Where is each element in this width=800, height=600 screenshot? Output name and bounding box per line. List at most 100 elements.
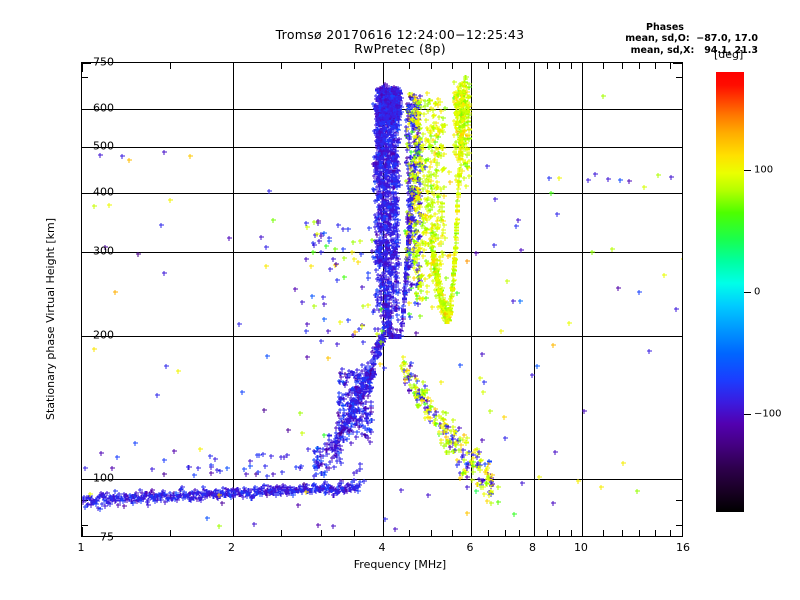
- tick-mark: [547, 63, 548, 69]
- tick-mark: [82, 109, 91, 110]
- tick-mark: [582, 527, 583, 536]
- colorbar-tick: [744, 170, 751, 171]
- tick-mark: [559, 63, 560, 69]
- tick-mark: [534, 63, 535, 72]
- colorbar: 100 0 −100: [716, 72, 781, 512]
- tick-mark: [670, 530, 671, 536]
- tick-mark: [409, 63, 410, 69]
- tick-mark: [655, 530, 656, 536]
- tick-mark: [547, 530, 548, 536]
- gridline-vertical: [471, 63, 472, 536]
- tick-mark: [622, 63, 623, 69]
- tick-mark: [82, 479, 91, 480]
- tick-mark: [82, 77, 88, 78]
- tick-mark: [670, 63, 671, 69]
- tick-mark: [471, 63, 472, 72]
- tick-mark: [281, 63, 282, 69]
- plot-subtitle: RwPretec (8p): [354, 41, 446, 56]
- tick-mark: [676, 500, 682, 501]
- x-tick-label: 8: [529, 541, 536, 554]
- y-tick-label: 600: [93, 101, 114, 115]
- gridline-vertical: [233, 63, 234, 536]
- tick-mark: [82, 147, 91, 148]
- tick-mark: [676, 77, 682, 78]
- tick-mark: [321, 530, 322, 536]
- gridline-vertical: [534, 63, 535, 536]
- ionogram-plot-area: [81, 62, 683, 537]
- x-tick-label: 2: [228, 541, 235, 554]
- tick-mark: [452, 63, 453, 69]
- x-tick-label: 10: [573, 541, 588, 554]
- plot-title-line1: Tromsø 20170616 12:24:00−12:25:43: [275, 27, 525, 42]
- y-tick-label: 500: [93, 139, 114, 153]
- phase-stats-x-mode: mean, sd,X: 94.1, 21.3: [630, 44, 758, 56]
- x-tick-label: 4: [378, 541, 386, 554]
- y-tick-label: 750: [93, 55, 114, 69]
- tick-mark: [639, 530, 640, 536]
- phase-stats-o-mode: mean, sd,O: −87.0, 17.0: [625, 33, 758, 45]
- tick-mark: [82, 525, 88, 526]
- tick-mark: [82, 336, 91, 337]
- tick-mark: [571, 530, 572, 536]
- scatter-data-layer: [82, 63, 682, 536]
- tick-mark: [673, 193, 682, 194]
- tick-mark: [82, 193, 91, 194]
- colorbar-tick-label: 100: [754, 164, 774, 176]
- colorbar-tick: [744, 292, 751, 293]
- phase-stats-header: Phases: [646, 22, 684, 33]
- tick-mark: [673, 252, 682, 253]
- tick-mark: [281, 530, 282, 536]
- tick-mark: [488, 63, 489, 69]
- gridline-vertical: [582, 63, 583, 536]
- gridline-horizontal: [82, 479, 682, 480]
- colorbar-tick: [744, 414, 751, 415]
- tick-mark: [354, 530, 355, 536]
- x-tick-label: 6: [466, 541, 474, 554]
- y-tick-label: 75: [100, 530, 114, 544]
- y-tick-label: 200: [93, 328, 114, 342]
- tick-mark: [519, 63, 520, 69]
- tick-mark: [505, 63, 506, 69]
- colorbar-gradient: [716, 72, 744, 512]
- y-tick-label: 100: [93, 471, 114, 485]
- tick-mark: [383, 63, 384, 72]
- x-tick-label: 1: [77, 541, 85, 554]
- y-tick-label: 300: [93, 244, 114, 258]
- tick-mark: [170, 530, 171, 536]
- tick-mark: [82, 252, 91, 253]
- tick-mark: [354, 63, 355, 69]
- tick-mark: [452, 530, 453, 536]
- colorbar-tick-label: 0: [754, 286, 761, 298]
- colorbar-unit-label: [deg]: [714, 48, 744, 61]
- tick-mark: [321, 63, 322, 69]
- colorbar-tick-label: −100: [754, 408, 782, 420]
- phase-stats-block: Phases mean, sd,O: −87.0, 17.0 mean, sd,…: [586, 22, 766, 56]
- tick-mark: [534, 527, 535, 536]
- tick-mark: [170, 63, 171, 69]
- tick-mark: [639, 63, 640, 69]
- tick-mark: [233, 527, 234, 536]
- x-tick-label: 16: [676, 541, 690, 554]
- tick-mark: [603, 530, 604, 536]
- tick-mark: [582, 63, 583, 72]
- tick-mark: [559, 530, 560, 536]
- tick-mark: [673, 479, 682, 480]
- y-tick-label: 400: [93, 185, 114, 199]
- tick-mark: [519, 530, 520, 536]
- tick-mark: [233, 63, 234, 72]
- tick-mark: [622, 530, 623, 536]
- tick-mark: [603, 63, 604, 69]
- y-axis-title: Stationary phase Virtual Height [km]: [44, 217, 57, 420]
- tick-mark: [82, 63, 83, 72]
- tick-mark: [82, 500, 88, 501]
- tick-mark: [673, 336, 682, 337]
- tick-mark: [505, 530, 506, 536]
- tick-mark: [471, 527, 472, 536]
- tick-mark: [409, 530, 410, 536]
- tick-mark: [431, 530, 432, 536]
- tick-mark: [673, 109, 682, 110]
- x-axis-title: Frequency [MHz]: [353, 558, 447, 571]
- tick-mark: [655, 63, 656, 69]
- tick-mark: [571, 63, 572, 69]
- tick-mark: [82, 527, 83, 536]
